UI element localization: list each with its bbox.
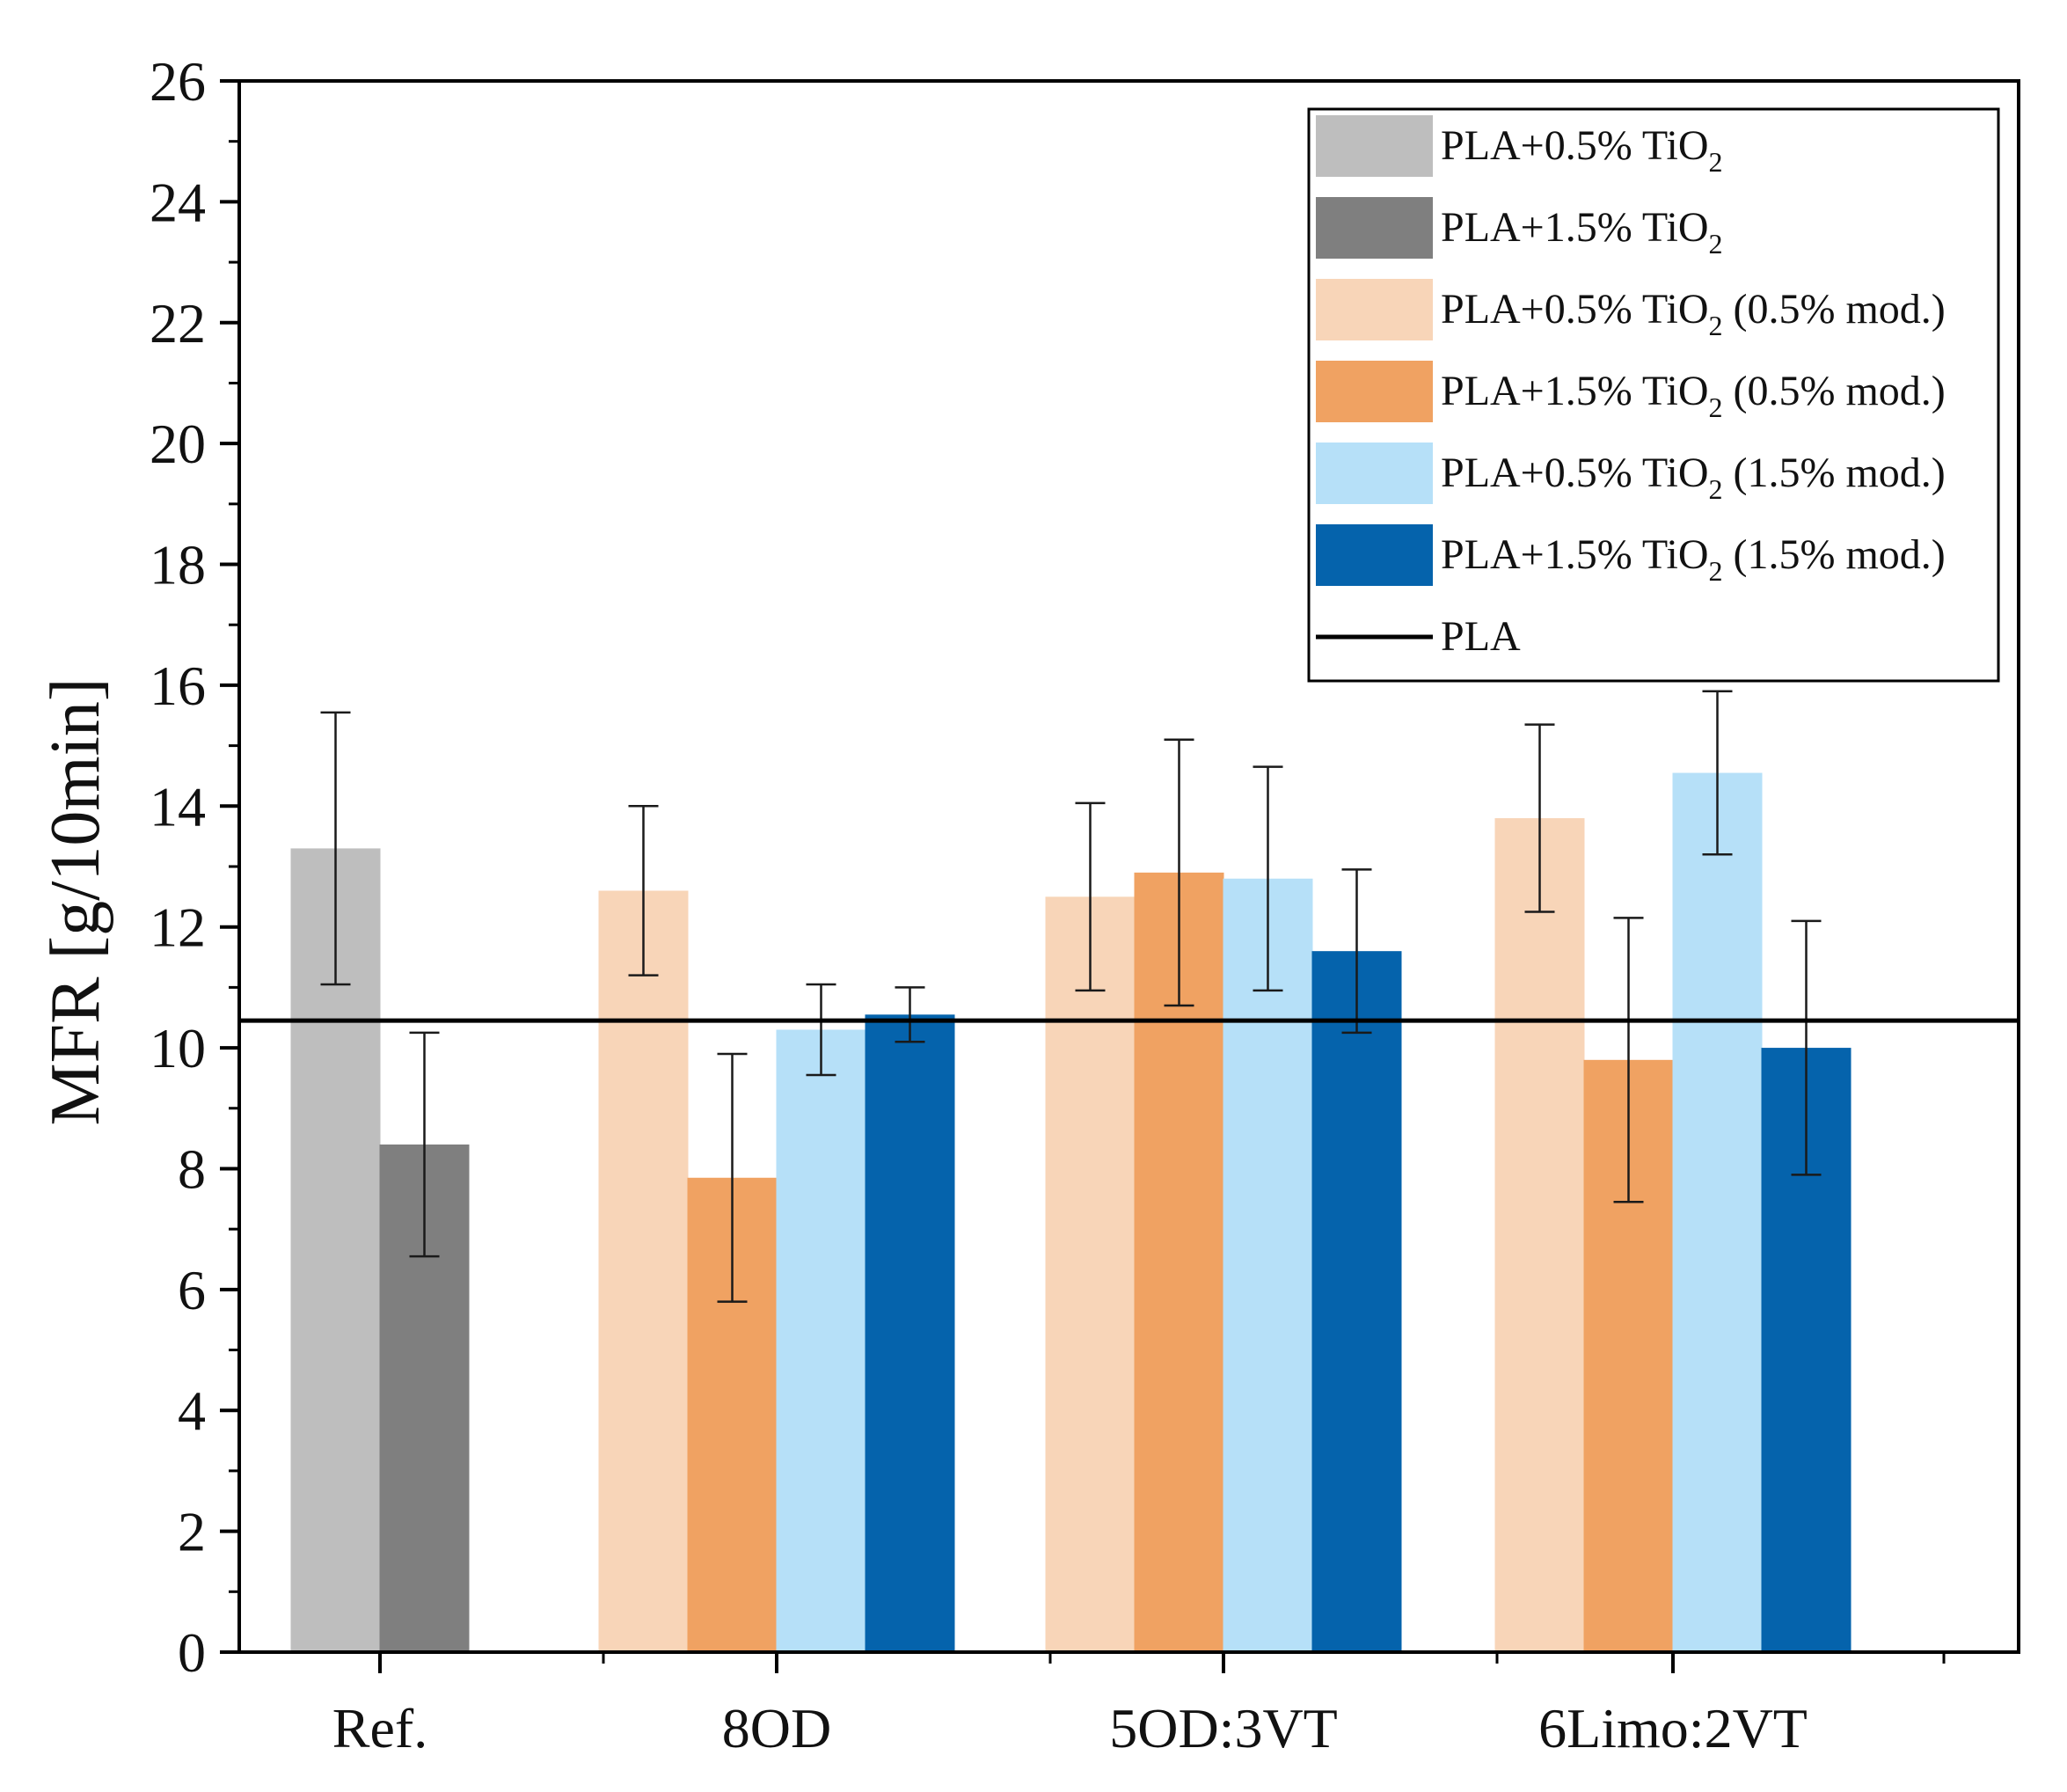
- bar: [1223, 878, 1313, 1652]
- legend-swatch: [1316, 361, 1433, 422]
- legend: PLA+0.5% TiO2 PLA+1.5% TiO2 PLA+0.5% TiO2 …: [1307, 107, 2000, 683]
- legend-swatch: [1316, 197, 1433, 259]
- error-bars-layer: [320, 690, 1822, 1303]
- legend-label: PLA+0.5% TiO2 (0.5% mod.): [1441, 286, 1946, 341]
- y-tick-label: 6: [178, 1259, 206, 1321]
- x-tick-label: 6Limo:2VT: [1538, 1697, 1808, 1759]
- legend-label: PLA+1.5% TiO2 (0.5% mod.): [1441, 368, 1946, 423]
- legend-swatch: [1316, 115, 1433, 177]
- y-tick-label: 20: [150, 413, 206, 475]
- bar: [1311, 951, 1402, 1652]
- legend-label: PLA+0.5% TiO2: [1441, 122, 1723, 178]
- y-tick-label: 26: [150, 50, 206, 113]
- bar: [1494, 818, 1585, 1652]
- y-tick-label: 22: [150, 292, 206, 355]
- x-tick-label: Ref.: [332, 1697, 427, 1759]
- legend-swatch: [1316, 443, 1433, 504]
- bar: [776, 1029, 866, 1652]
- legend-swatch: [1316, 279, 1433, 340]
- legend-label: PLA+0.5% TiO2 (1.5% mod.): [1441, 450, 1946, 505]
- bar: [1045, 896, 1136, 1652]
- x-tick-label: 8OD: [722, 1697, 831, 1759]
- y-tick-label: 10: [150, 1017, 206, 1079]
- legend-label: PLA: [1441, 613, 1521, 660]
- legend-label: PLA+1.5% TiO2 (1.5% mod.): [1441, 531, 1946, 587]
- y-tick-label: 12: [150, 896, 206, 959]
- y-tick-label: 0: [178, 1621, 206, 1684]
- y-tick-label: 2: [178, 1501, 206, 1563]
- bar: [598, 890, 689, 1652]
- y-tick-label: 8: [178, 1137, 206, 1200]
- y-tick-label: 14: [150, 775, 206, 837]
- x-tick-label: 5OD:3VT: [1109, 1697, 1338, 1759]
- y-tick-label: 16: [150, 655, 206, 717]
- bar: [865, 1014, 955, 1652]
- y-tick-label: 18: [150, 534, 206, 596]
- bars-layer: [290, 772, 1852, 1652]
- y-tick-label: 24: [150, 171, 206, 233]
- y-axis-title: MFR [g/10min]: [37, 678, 114, 1126]
- legend-label: PLA+1.5% TiO2: [1441, 204, 1723, 260]
- bar: [1672, 772, 1763, 1652]
- legend-swatch: [1316, 524, 1433, 586]
- y-tick-label: 4: [178, 1379, 206, 1442]
